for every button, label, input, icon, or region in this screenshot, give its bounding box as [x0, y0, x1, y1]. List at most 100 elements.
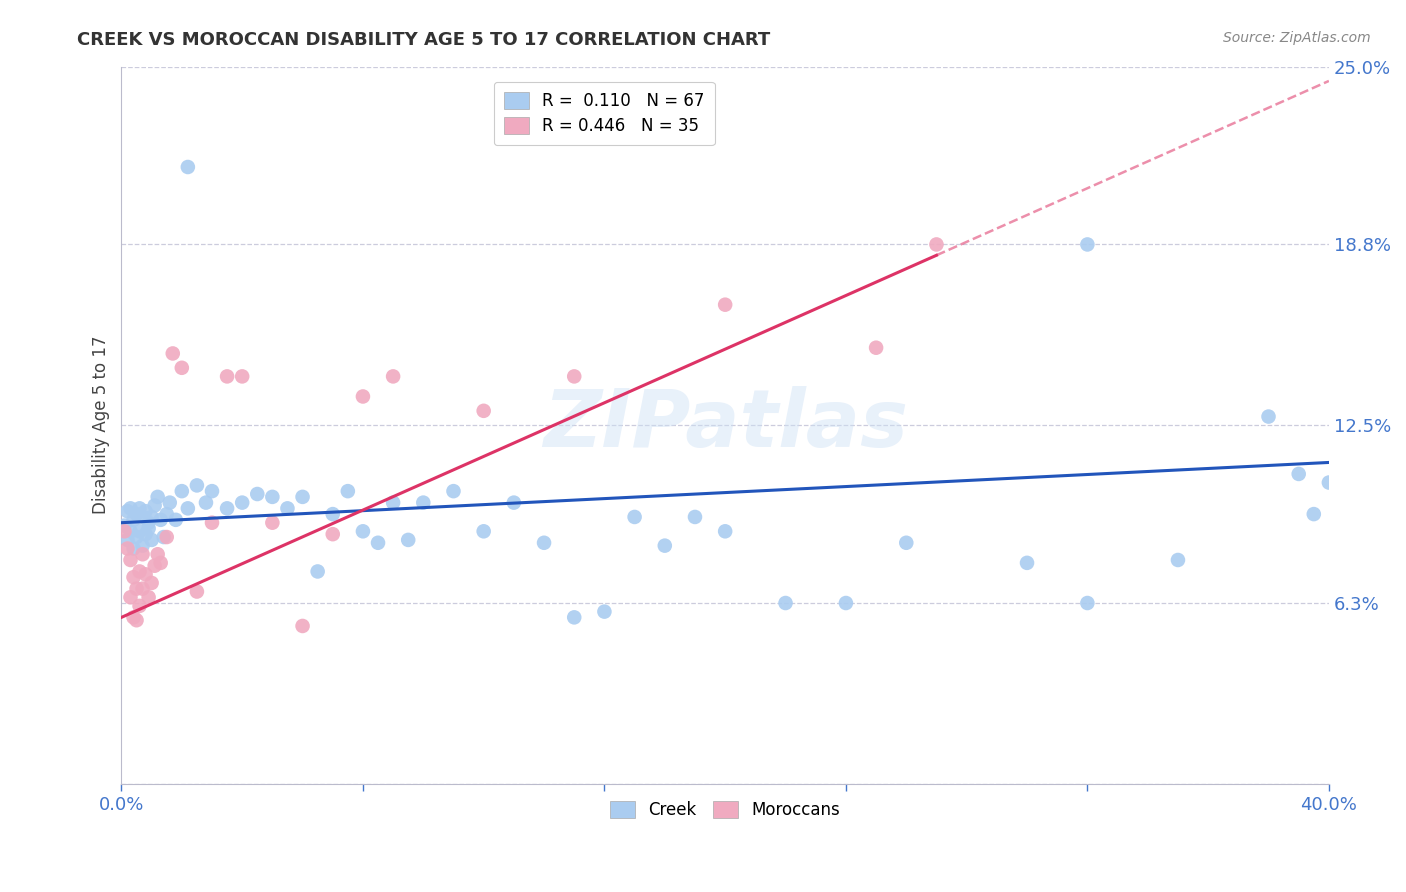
Point	[472, 524, 495, 539]
Point	[322, 527, 344, 541]
Point	[201, 484, 224, 499]
Point	[217, 501, 239, 516]
Point	[128, 599, 150, 613]
Point	[562, 369, 585, 384]
Point	[141, 510, 163, 524]
Point	[533, 535, 555, 549]
Y-axis label: Disability Age 5 to 17: Disability Age 5 to 17	[93, 336, 110, 515]
Point	[138, 516, 160, 530]
Point	[156, 507, 179, 521]
Point	[654, 539, 676, 553]
Point	[159, 495, 181, 509]
Text: ZIPatlas: ZIPatlas	[543, 386, 908, 464]
Point	[623, 510, 645, 524]
Point	[138, 591, 160, 605]
Point	[120, 501, 142, 516]
Point	[131, 539, 153, 553]
Point	[276, 501, 298, 516]
Point	[562, 610, 585, 624]
Legend: Creek, Moroccans: Creek, Moroccans	[603, 794, 846, 826]
Point	[896, 535, 918, 549]
Text: Source: ZipAtlas.com: Source: ZipAtlas.com	[1223, 31, 1371, 45]
Point	[143, 499, 166, 513]
Point	[114, 518, 136, 533]
Point	[120, 591, 142, 605]
Point	[131, 582, 153, 596]
Point	[128, 501, 150, 516]
Point	[162, 346, 184, 360]
Point	[135, 504, 157, 518]
Point	[352, 389, 374, 403]
Point	[120, 553, 142, 567]
Point	[1015, 556, 1038, 570]
Point	[135, 527, 157, 541]
Point	[194, 495, 217, 509]
Point	[835, 596, 858, 610]
Point	[117, 504, 139, 518]
Point	[156, 530, 179, 544]
Point	[231, 495, 253, 509]
Point	[1076, 237, 1098, 252]
Point	[1288, 467, 1310, 481]
Point	[443, 484, 465, 499]
Point	[217, 369, 239, 384]
Point	[131, 547, 153, 561]
Point	[149, 513, 172, 527]
Point	[122, 570, 145, 584]
Point	[231, 369, 253, 384]
Point	[865, 341, 887, 355]
Point	[262, 490, 284, 504]
Point	[131, 510, 153, 524]
Point	[143, 558, 166, 573]
Point	[165, 513, 187, 527]
Point	[186, 478, 208, 492]
Point	[472, 404, 495, 418]
Point	[291, 490, 314, 504]
Point	[593, 605, 616, 619]
Point	[367, 535, 389, 549]
Point	[201, 516, 224, 530]
Point	[125, 530, 148, 544]
Point	[1317, 475, 1340, 490]
Point	[146, 547, 169, 561]
Point	[246, 487, 269, 501]
Point	[170, 360, 193, 375]
Point	[412, 495, 434, 509]
Point	[135, 567, 157, 582]
Point	[714, 524, 737, 539]
Point	[502, 495, 524, 509]
Point	[177, 160, 200, 174]
Point	[117, 541, 139, 556]
Point	[120, 524, 142, 539]
Point	[262, 516, 284, 530]
Point	[141, 576, 163, 591]
Point	[322, 507, 344, 521]
Point	[352, 524, 374, 539]
Point	[149, 556, 172, 570]
Point	[128, 565, 150, 579]
Point	[117, 533, 139, 547]
Point	[125, 613, 148, 627]
Point	[170, 484, 193, 499]
Point	[382, 369, 405, 384]
Point	[177, 501, 200, 516]
Point	[683, 510, 706, 524]
Point	[291, 619, 314, 633]
Point	[186, 584, 208, 599]
Text: CREEK VS MOROCCAN DISABILITY AGE 5 TO 17 CORRELATION CHART: CREEK VS MOROCCAN DISABILITY AGE 5 TO 17…	[77, 31, 770, 49]
Point	[1076, 596, 1098, 610]
Point	[1302, 507, 1324, 521]
Point	[396, 533, 419, 547]
Point	[122, 513, 145, 527]
Point	[114, 524, 136, 539]
Point	[925, 237, 948, 252]
Point	[152, 530, 174, 544]
Point	[307, 565, 329, 579]
Point	[125, 582, 148, 596]
Point	[128, 524, 150, 539]
Point	[382, 495, 405, 509]
Point	[146, 490, 169, 504]
Point	[1257, 409, 1279, 424]
Point	[122, 610, 145, 624]
Point	[336, 484, 359, 499]
